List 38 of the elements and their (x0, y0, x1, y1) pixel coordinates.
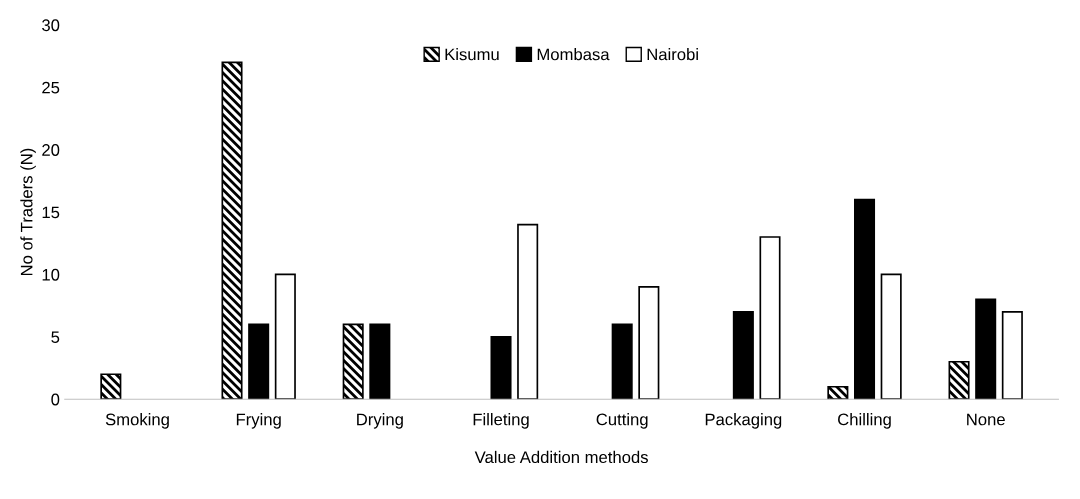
y-axis-title: No of Traders (N) (20, 148, 36, 276)
y-tick-label: 0 (51, 393, 60, 406)
bar (100, 373, 122, 400)
bar (221, 61, 243, 400)
x-axis-title: Value Addition methods (474, 450, 648, 464)
bar (369, 323, 391, 400)
x-tick-label: None (967, 413, 1005, 426)
y-tick-label: 15 (42, 206, 60, 219)
bar (342, 323, 364, 400)
legend-label: Nairobi (647, 48, 698, 61)
bar (517, 223, 539, 400)
y-tick-label: 5 (51, 331, 60, 344)
bar (827, 385, 849, 400)
y-tick-label: 30 (42, 19, 60, 32)
y-tick-label: 10 (42, 268, 60, 281)
x-tick-label: Frying (236, 413, 281, 429)
x-tick-label: Smoking (105, 413, 169, 429)
bar (732, 311, 754, 400)
bar (880, 273, 902, 400)
legend-label: Mombasa (537, 48, 610, 61)
x-tick-label: Cutting (596, 413, 648, 429)
legend-label: Kisumu (445, 48, 499, 61)
x-tick-label: Filleting (473, 413, 529, 429)
bar (975, 298, 997, 400)
y-tick-label: 20 (42, 144, 60, 156)
x-tick-label: Drying (357, 413, 403, 429)
bar (853, 198, 876, 400)
bar (611, 323, 633, 400)
x-tick-label: Chilling (838, 413, 891, 429)
bar (638, 286, 660, 400)
x-tick-label: Packaging (705, 413, 782, 429)
bar (248, 323, 270, 400)
bar (759, 236, 781, 400)
bar (1001, 311, 1023, 400)
y-tick-label: 25 (42, 81, 60, 94)
bar (948, 360, 970, 400)
bar (274, 273, 296, 400)
bar (490, 335, 512, 400)
